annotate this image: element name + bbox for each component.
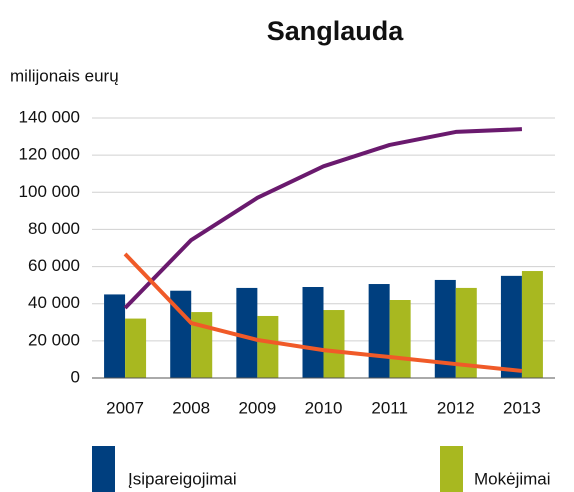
line-series	[123, 252, 523, 373]
bar	[455, 287, 477, 378]
y-tick-label: 40 000	[28, 293, 80, 312]
bar	[236, 287, 258, 378]
bar	[368, 284, 390, 378]
y-tick-label: 60 000	[28, 256, 80, 275]
x-tick-label: 2007	[106, 398, 144, 417]
legend-swatch	[92, 446, 115, 492]
x-tick-label: 2012	[437, 398, 475, 417]
bar	[389, 300, 411, 378]
bar	[323, 310, 345, 378]
bar	[104, 294, 126, 378]
bar	[125, 318, 147, 378]
y-tick-label: 20 000	[28, 330, 80, 349]
legend-label: Mokėjimai	[474, 469, 551, 488]
y-tick-label: 120 000	[19, 145, 80, 164]
chart-title: Sanglauda	[267, 16, 405, 46]
legend-swatch	[440, 446, 463, 492]
y-axis-label: milijonais eurų	[10, 66, 119, 85]
bar	[257, 315, 279, 378]
x-tick-label: 2013	[503, 398, 541, 417]
y-tick-label: 100 000	[19, 182, 80, 201]
y-tick-label: 0	[71, 367, 80, 386]
line-series	[123, 127, 523, 310]
y-tick-label: 80 000	[28, 219, 80, 238]
x-tick-label: 2008	[172, 398, 210, 417]
bar	[521, 271, 543, 378]
bar	[302, 287, 324, 378]
y-tick-label: 140 000	[19, 107, 80, 126]
bar	[500, 275, 522, 378]
bar	[170, 290, 192, 378]
x-tick-label: 2010	[305, 398, 343, 417]
x-tick-label: 2011	[371, 398, 408, 417]
x-tick-label: 2009	[238, 398, 276, 417]
legend-label: Įsipareigojimai	[128, 469, 237, 488]
bar	[434, 279, 456, 378]
